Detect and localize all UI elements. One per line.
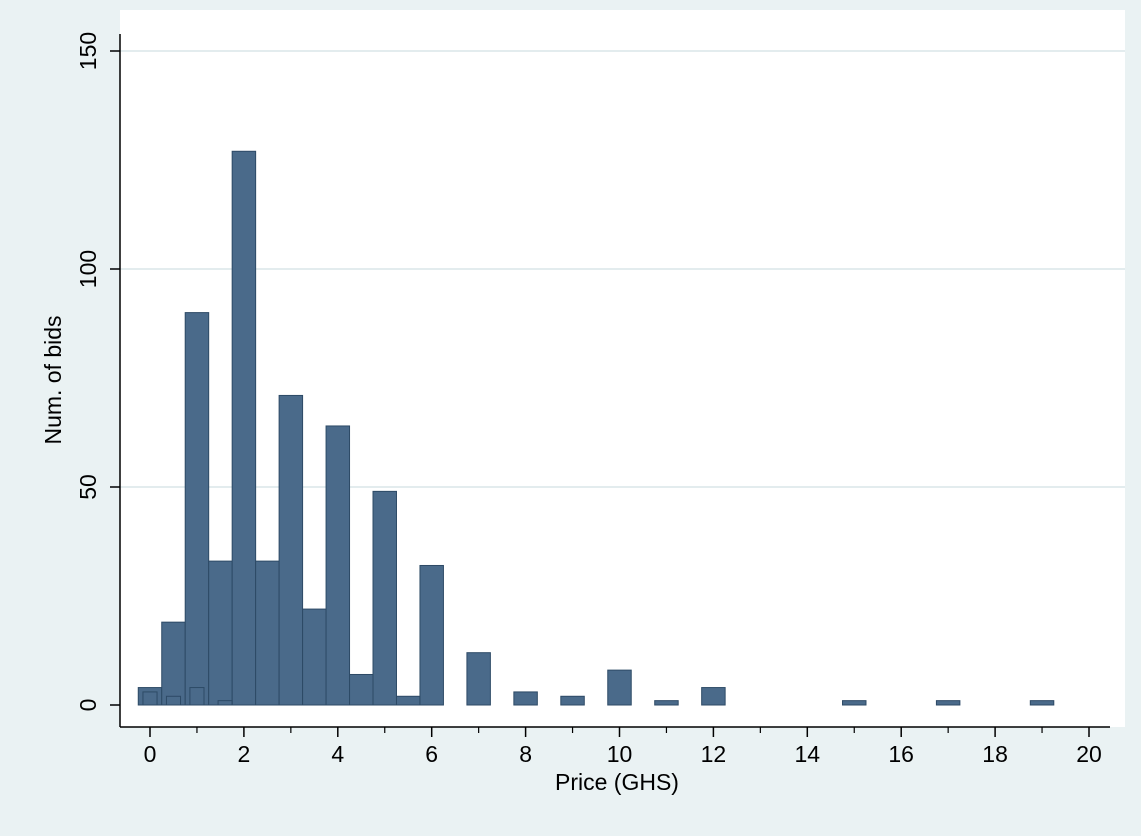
histogram-bar: [231, 150, 257, 706]
y-tick-label: 100: [75, 250, 101, 288]
histogram-bar: [349, 673, 374, 706]
x-tick-label: 20: [1076, 741, 1102, 767]
histogram-bar: [513, 691, 538, 706]
bars: [137, 150, 1055, 706]
x-tick-label: 16: [888, 741, 914, 767]
histogram-bar: [137, 687, 163, 706]
histogram-bar: [466, 652, 491, 706]
histogram-bar: [278, 394, 304, 706]
histogram-outline-bar: [142, 691, 158, 706]
histogram-bar: [560, 695, 585, 706]
x-tick-label: 12: [701, 741, 727, 767]
x-tick-label: 4: [331, 741, 344, 767]
x-tick-label: 6: [425, 741, 438, 767]
histogram-bar: [208, 560, 233, 706]
histogram-bar: [161, 621, 186, 706]
x-tick-label: 14: [795, 741, 821, 767]
x-tick-label: 10: [607, 741, 633, 767]
histogram-bar: [701, 687, 726, 706]
histogram-bar: [1029, 700, 1055, 706]
x-tick-label: 0: [144, 741, 157, 767]
histogram-bar: [935, 700, 961, 706]
histogram-outline-bar: [165, 695, 182, 706]
y-tick-label: 0: [75, 699, 101, 712]
histogram-bar: [255, 560, 280, 706]
y-tick-label: 150: [75, 32, 101, 70]
histogram-bar: [419, 564, 444, 706]
x-tick-label: 18: [982, 741, 1008, 767]
x-axis-label: Price (GHS): [555, 769, 679, 795]
histogram-bar: [607, 669, 632, 706]
histogram-outline-bar: [189, 687, 205, 706]
histogram-bar: [325, 425, 351, 706]
y-tick-label: 50: [75, 474, 101, 500]
axes: 0 50 100 150 0 2 4 6 8 10 12 14 16 18 20: [75, 32, 1110, 767]
histogram-bar: [184, 312, 210, 706]
histogram-bar: [395, 695, 421, 706]
x-tick-label: 2: [238, 741, 251, 767]
histogram-bar: [842, 700, 867, 706]
x-tick-label: 8: [519, 741, 532, 767]
histogram-bar: [372, 490, 397, 706]
y-axis-label: Num. of bids: [40, 315, 66, 444]
histogram-bar: [302, 608, 327, 706]
histogram-outline-bar: [217, 700, 233, 706]
histogram-bar: [654, 700, 679, 706]
